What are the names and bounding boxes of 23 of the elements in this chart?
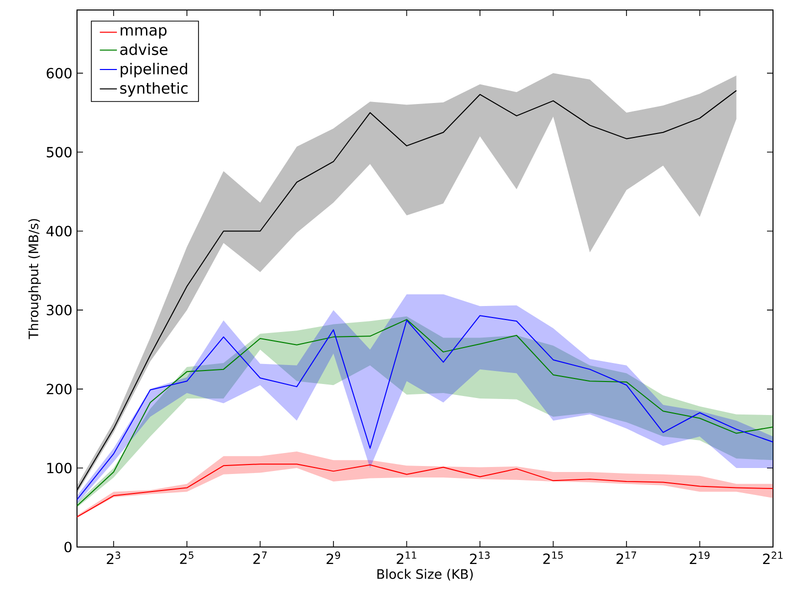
y-tick-label: 400 — [46, 226, 72, 236]
x-tick-label: 2$^{13}$ — [470, 552, 490, 564]
x-tick-label: 2$^{7}$ — [253, 552, 267, 564]
x-tick-label: 2$^{5}$ — [180, 552, 194, 564]
x-tick-label: 2$^{9}$ — [326, 552, 340, 564]
y-tick-label: 300 — [46, 304, 72, 316]
x-tick-label: 2$^{19}$ — [690, 552, 710, 564]
y-tick-label: 500 — [46, 146, 72, 158]
x-tick-label: 2$^{3}$ — [106, 552, 120, 564]
y-tick-label: 200 — [46, 384, 72, 394]
legend-label: advise — [120, 44, 168, 56]
legend-label: mmap — [120, 27, 167, 39]
y-tick-label: 0 — [64, 542, 72, 552]
x-tick-label: 2$^{15}$ — [543, 552, 563, 564]
y-tick-label: 100 — [47, 462, 72, 474]
legend-label: pipelined — [120, 62, 188, 78]
x-tick-label: 2$^{21}$ — [763, 552, 783, 564]
y-tick-label: 600 — [46, 68, 72, 78]
x-axis-title: Block Size (KB) — [377, 568, 473, 580]
x-tick-label: 2$^{17}$ — [616, 552, 636, 564]
y-axis-title: Throughput (MB/s) — [28, 219, 41, 340]
x-tick-label: 2$^{11}$ — [396, 552, 416, 564]
legend-label: synthetic — [120, 82, 188, 97]
